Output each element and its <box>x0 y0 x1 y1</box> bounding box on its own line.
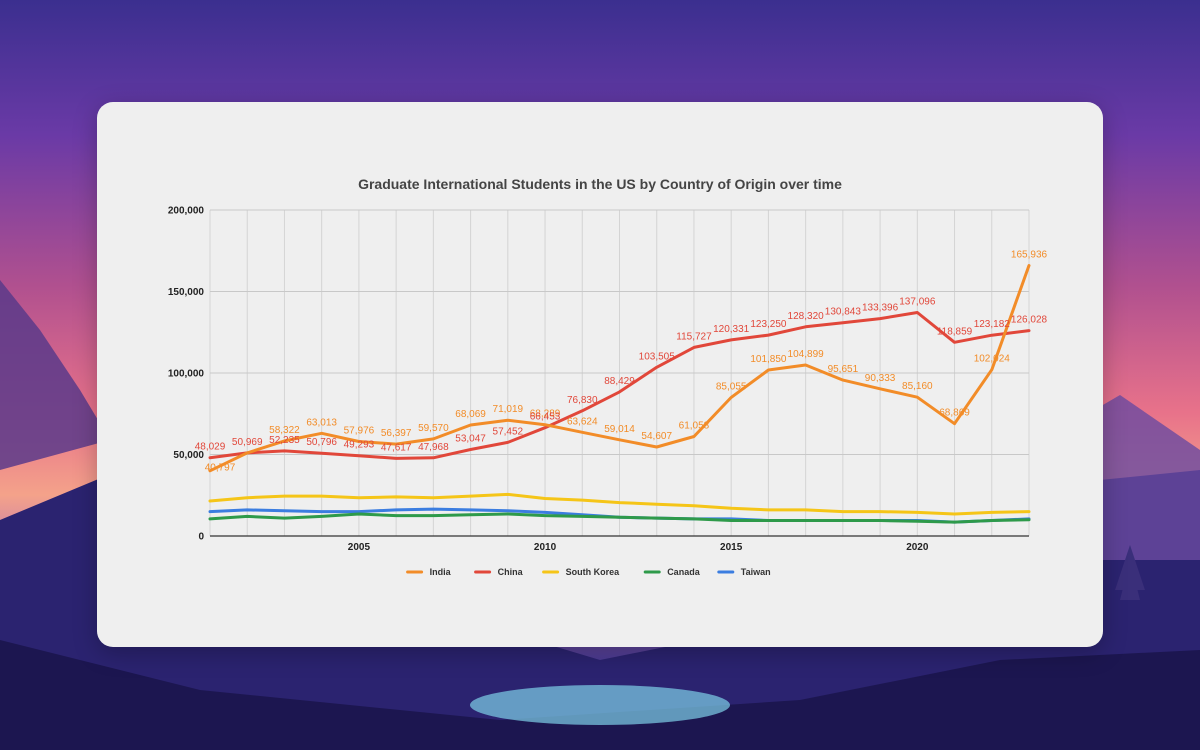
data-label: 137,096 <box>899 297 936 308</box>
data-label: 123,250 <box>750 319 787 330</box>
series-line-india <box>208 264 1031 473</box>
data-label: 56,397 <box>381 428 412 439</box>
data-label: 61,058 <box>679 420 710 431</box>
y-tick-label: 0 <box>198 532 204 543</box>
data-label: 63,624 <box>567 416 598 427</box>
data-label: 123,182 <box>974 319 1011 330</box>
data-label: 85,055 <box>716 381 747 392</box>
data-label: 48,029 <box>195 442 226 453</box>
data-label: 47,968 <box>418 442 449 453</box>
data-label: 57,452 <box>493 426 524 437</box>
legend-item-canada[interactable]: Canada <box>643 567 701 577</box>
x-tick-label: 2010 <box>534 542 557 553</box>
data-label: 165,936 <box>1011 250 1048 261</box>
series-line-china <box>208 311 1031 460</box>
data-label: 50,969 <box>232 437 263 448</box>
chart-title: Graduate International Students in the U… <box>358 176 842 192</box>
legend-item-india[interactable]: India <box>406 567 452 577</box>
y-tick-label: 100,000 <box>168 369 205 380</box>
data-label: 133,396 <box>862 303 899 314</box>
data-label: 118,859 <box>937 326 973 337</box>
data-label: 130,843 <box>825 307 862 318</box>
data-label: 50,796 <box>306 437 337 448</box>
data-label: 52,235 <box>269 435 300 446</box>
x-tick-label: 2020 <box>906 542 929 553</box>
legend-label: China <box>498 567 524 577</box>
data-label: 53,047 <box>455 434 486 445</box>
legend: India China South Korea Canada Taiwan <box>406 567 771 577</box>
data-label: 102,024 <box>974 354 1011 365</box>
legend-item-china[interactable]: China <box>474 567 524 577</box>
legend-label: South Korea <box>566 567 620 577</box>
data-label: 76,830 <box>567 395 598 406</box>
data-label: 59,014 <box>604 424 635 435</box>
data-label: 90,333 <box>865 373 896 384</box>
data-label: 54,607 <box>641 431 672 442</box>
chart-card: Graduate International Students in the U… <box>97 102 1103 647</box>
data-label: 68,869 <box>939 408 970 419</box>
data-label: 95,651 <box>828 364 859 375</box>
data-label: 88,429 <box>604 376 635 387</box>
y-tick-label: 200,000 <box>168 206 205 217</box>
data-label: 49,293 <box>344 440 375 451</box>
legend-label: Canada <box>667 567 701 577</box>
data-label: 47,617 <box>381 442 412 453</box>
axes: 0 50,000 100,000 150,000 200,000 2005 2010 2015… <box>168 206 929 554</box>
data-label: 71,019 <box>493 404 524 415</box>
x-tick-label: 2005 <box>348 542 371 553</box>
legend-item-taiwan[interactable]: Taiwan <box>717 567 771 577</box>
series-lines <box>208 264 1031 524</box>
data-label: 57,976 <box>344 425 375 436</box>
y-tick-label: 50,000 <box>173 450 204 461</box>
legend-item-south-korea[interactable]: South Korea <box>542 567 620 577</box>
data-label: 120,331 <box>713 324 750 335</box>
data-label: 66,453 <box>530 412 561 423</box>
data-label: 104,899 <box>788 349 825 360</box>
grid <box>209 209 1030 537</box>
data-label: 59,570 <box>418 423 449 434</box>
data-label: 40,797 <box>205 463 236 474</box>
series-line-canada <box>208 512 1031 524</box>
line-chart: Graduate International Students in the U… <box>168 176 1048 577</box>
data-label: 115,727 <box>676 331 712 342</box>
data-labels: 58,322 63,013 57,976 56,397 59,570 68,069 71,0… <box>195 250 1048 474</box>
legend-label: India <box>430 567 452 577</box>
data-label: 128,320 <box>788 311 825 322</box>
x-tick-label: 2015 <box>720 542 743 553</box>
data-label: 58,322 <box>269 425 300 436</box>
data-label: 126,028 <box>1011 315 1048 326</box>
y-tick-label: 150,000 <box>168 287 205 298</box>
data-label: 68,289 <box>530 409 561 420</box>
data-label: 101,850 <box>750 354 787 365</box>
data-label: 63,013 <box>306 417 337 428</box>
data-label: 103,505 <box>639 351 676 362</box>
data-label: 85,160 <box>902 381 933 392</box>
legend-label: Taiwan <box>741 567 771 577</box>
data-label: 68,069 <box>455 409 486 420</box>
series-line-south-korea <box>208 492 1031 516</box>
